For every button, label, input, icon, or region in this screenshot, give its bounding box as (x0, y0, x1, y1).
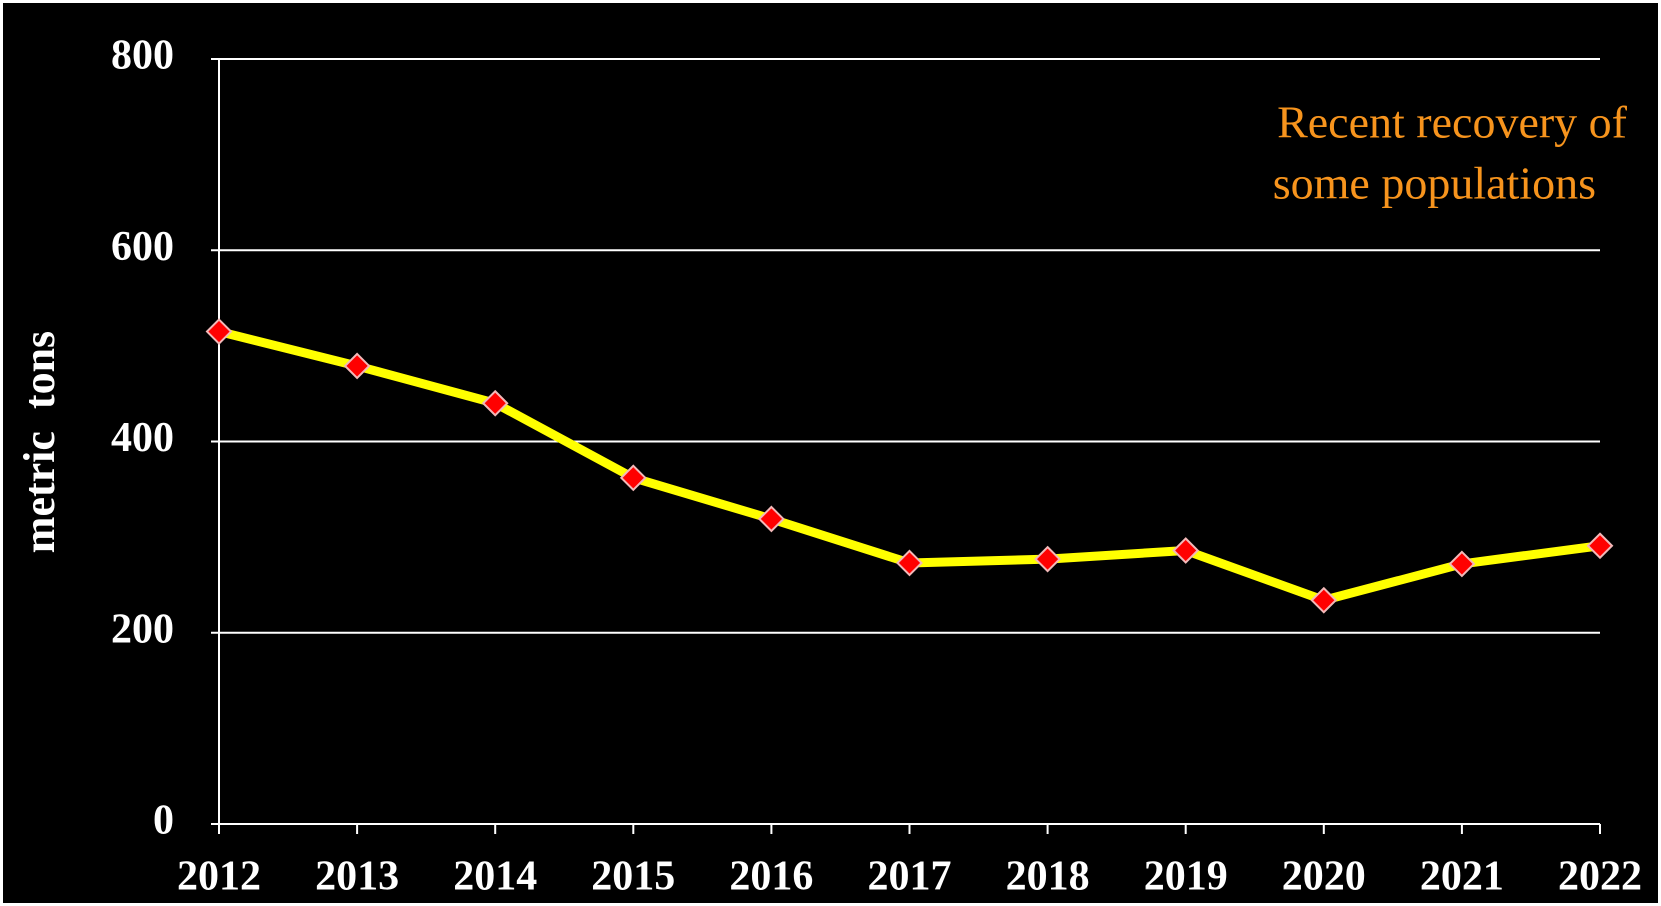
marker (1448, 550, 1476, 578)
x-tick-label: 2019 (1144, 854, 1228, 900)
x-tick-label: 2016 (729, 854, 813, 900)
marker (1586, 532, 1614, 560)
y-axis-label: metric tons (15, 331, 64, 553)
x-tick-label: 2012 (177, 854, 261, 900)
y-tick-label: 400 (111, 415, 174, 461)
marker (1034, 545, 1062, 573)
marker (619, 464, 647, 492)
marker (896, 549, 923, 577)
marker (1310, 586, 1338, 614)
x-tick-label: 2022 (1558, 854, 1642, 900)
x-tick-label: 2021 (1420, 854, 1504, 900)
annotation: some populations (1273, 158, 1596, 209)
x-tick-label: 2018 (1006, 854, 1090, 900)
marker (757, 505, 785, 533)
y-tick-label: 200 (111, 606, 174, 652)
y-tick-label: 800 (111, 33, 174, 79)
marker (481, 389, 509, 417)
x-tick-label: 2014 (453, 854, 537, 900)
marker (1172, 537, 1200, 564)
y-tick-label: 0 (153, 798, 174, 844)
marker (343, 352, 371, 380)
y-tick-label: 600 (111, 224, 174, 270)
marker (205, 318, 233, 345)
x-tick-label: 2013 (315, 854, 399, 900)
annotation: Recent recovery of (1277, 97, 1628, 148)
x-tick-label: 2020 (1282, 854, 1366, 900)
x-tick-label: 2015 (591, 854, 675, 900)
x-tick-label: 2017 (868, 854, 952, 900)
